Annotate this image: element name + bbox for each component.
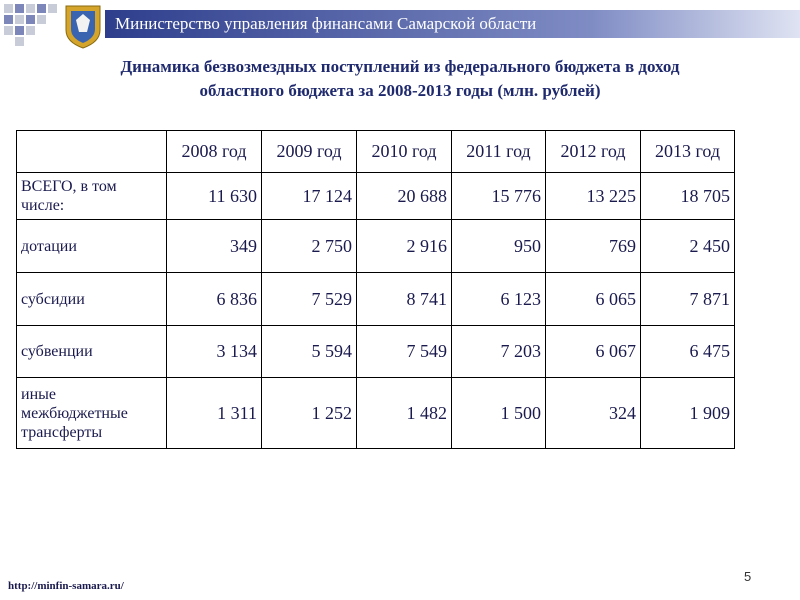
- table-row: субсидии 6 836 7 529 8 741 6 123 6 065 7 871: [16, 272, 735, 326]
- cell: 769: [545, 219, 641, 273]
- cell: 6 123: [451, 272, 546, 326]
- cell: 2 750: [261, 219, 357, 273]
- column-header: 2013 год: [640, 130, 735, 173]
- title-line: Динамика безвозмездных поступлений из фе…: [120, 57, 680, 76]
- cell: 1 252: [261, 377, 357, 449]
- table-row: ВСЕГО, в том числе: 11 630 17 124 20 688 15 …: [16, 172, 735, 220]
- cell: 11 630: [166, 172, 262, 220]
- cell: 7 549: [356, 325, 452, 378]
- cell: 1 311: [166, 377, 262, 449]
- column-header: 2010 год: [356, 130, 452, 173]
- cell: 2 450: [640, 219, 735, 273]
- cell: 17 124: [261, 172, 357, 220]
- decoration: [4, 4, 101, 49]
- footer-url: http://minfin-samara.ru/: [8, 580, 124, 592]
- cell: 3 134: [166, 325, 262, 378]
- column-header: 2008 год: [166, 130, 262, 173]
- row-label: дотации: [16, 219, 167, 273]
- cell: 349: [166, 219, 262, 273]
- cell: 7 203: [451, 325, 546, 378]
- cell: 5 594: [261, 325, 357, 378]
- column-header: 2009 год: [261, 130, 357, 173]
- row-label: ВСЕГО, в том числе:: [16, 172, 167, 220]
- cell: 7 529: [261, 272, 357, 326]
- row-label: иные межбюджетные трансферты: [16, 377, 167, 449]
- cell: 1 482: [356, 377, 452, 449]
- column-header: 2011 год: [451, 130, 546, 173]
- cell: 324: [545, 377, 641, 449]
- cell: 6 065: [545, 272, 641, 326]
- cell: 18 705: [640, 172, 735, 220]
- cell: 6 475: [640, 325, 735, 378]
- data-table: 2008 год 2009 год 2010 год 2011 год 2012 год…: [16, 130, 735, 449]
- column-header: 2012 год: [545, 130, 641, 173]
- title-line: областного бюджета за 2008-2013 годы (мл…: [199, 81, 601, 100]
- cell: 6 067: [545, 325, 641, 378]
- row-label: субвенции: [16, 325, 167, 378]
- cell: 2 916: [356, 219, 452, 273]
- header-title: Министерство управления финансами Самарс…: [115, 14, 537, 33]
- cell: 13 225: [545, 172, 641, 220]
- cell: 15 776: [451, 172, 546, 220]
- header-bar: Министерство управления финансами Самарс…: [105, 10, 800, 38]
- cell: 7 871: [640, 272, 735, 326]
- page-number: 5: [744, 569, 752, 584]
- cell: 6 836: [166, 272, 262, 326]
- table-row: субвенции 3 134 5 594 7 549 7 203 6 067 6 475: [16, 325, 735, 378]
- cell: 8 741: [356, 272, 452, 326]
- table-row: дотации 349 2 750 2 916 950 769 2 450: [16, 219, 735, 273]
- cell: 20 688: [356, 172, 452, 220]
- row-label: субсидии: [16, 272, 167, 326]
- table-row: иные межбюджетные трансферты 1 311 1 252 1 …: [16, 377, 735, 449]
- corner-cell: [16, 130, 167, 173]
- cell: 950: [451, 219, 546, 273]
- slide-title: Динамика безвозмездных поступлений из фе…: [40, 55, 760, 103]
- header-row: 2008 год 2009 год 2010 год 2011 год 2012 год…: [16, 130, 735, 173]
- cell: 1 500: [451, 377, 546, 449]
- cell: 1 909: [640, 377, 735, 449]
